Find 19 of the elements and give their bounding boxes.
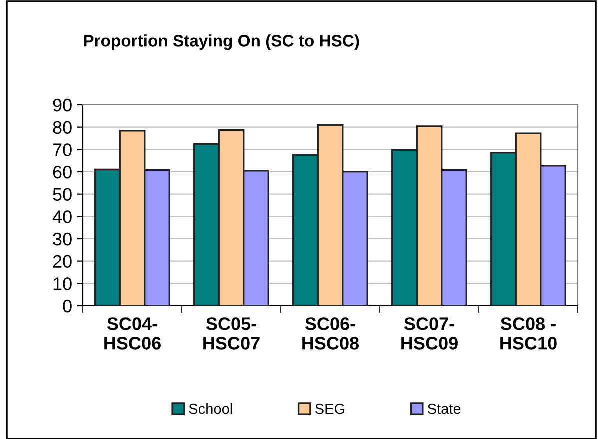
legend-label: State (428, 404, 461, 414)
x-tick-label: SC04- HSC06 (104, 318, 161, 350)
y-tick-label: 10 (54, 278, 72, 290)
y-tick-label: 40 (52, 210, 72, 224)
y-tick-label: 90 (53, 98, 72, 112)
y-tick-label: 50 (53, 188, 72, 202)
chart-title: Proportion Staying On (SC to HSC) (84, 34, 360, 50)
y-tick-label: 30 (53, 232, 72, 246)
y-tick-label: 20 (53, 255, 72, 268)
y-tick-label: 70 (53, 144, 72, 156)
y-tick-label: 0 (63, 300, 72, 313)
y-tick-label: 80 (53, 121, 72, 134)
x-tick-label: SC06- HSC08 (302, 318, 360, 350)
x-tick-label: SC05- HSC07 (204, 318, 260, 350)
x-tick-label: SC07- HSC09 (402, 318, 458, 350)
legend-label: SEG (315, 404, 345, 414)
legend-label: School (189, 404, 232, 414)
x-tick-label: SC08 - HSC10 (500, 318, 557, 350)
y-tick-label: 60 (53, 166, 72, 179)
